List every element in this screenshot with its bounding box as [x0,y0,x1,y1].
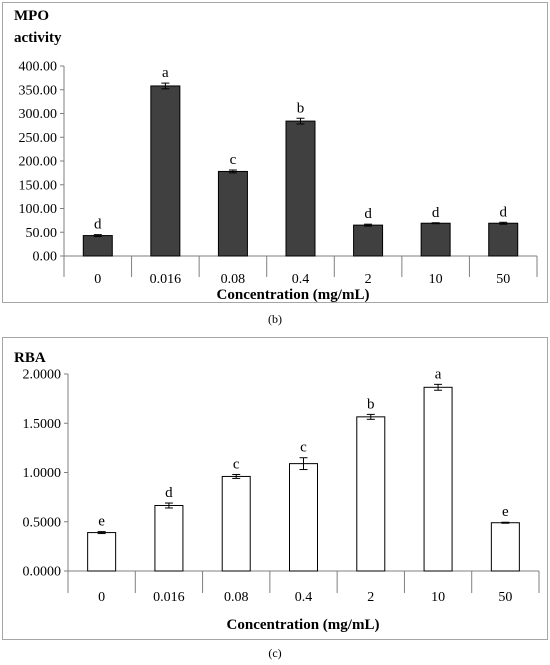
significance-letter: e [98,514,105,530]
x-tick-label: 0 [94,272,101,287]
y-tick-label: 1.0000 [23,466,62,481]
significance-letter: b [297,100,305,116]
x-tick-label: 50 [498,590,512,605]
significance-letter: a [162,65,169,81]
y-tick-label: 2.0000 [23,368,62,383]
x-tick-label: 10 [431,590,445,605]
significance-letter: d [165,485,173,501]
x-tick-label: 2 [365,272,372,287]
y-tick-label: 1.5000 [23,417,62,432]
significance-letter: d [432,205,440,221]
y-tick-label: 0.5000 [23,515,62,530]
bar [289,463,318,572]
bar [285,120,316,257]
chart-b-svg: MPOactivity0.0050.00100.00150.00200.0025… [14,8,538,303]
x-tick-label: 10 [429,272,443,287]
y-tick-label: 0.0000 [23,565,62,580]
x-tick-label: 0.016 [153,590,185,605]
y-tick-label: 400.00 [19,60,58,75]
significance-letter: c [230,152,237,168]
chart-c-svg: RBA 0.0000 0.5000 1.0000 1.5000 2.0000 e 0 d 0.01… [14,350,540,633]
y-tick-label: 300.00 [19,107,58,122]
caption-c: (c) [268,646,282,660]
bar [356,416,386,572]
x-tick-label: 2 [367,590,374,605]
x-axis-label: Concentration (mg/mL) [227,617,380,633]
y-tick-label: 350.00 [19,83,58,98]
x-tick-label: 50 [496,272,510,287]
y-tick-label: 150.00 [19,178,58,193]
y-tick-label: 0.00 [33,250,58,265]
x-tick-label: 0 [98,590,105,605]
significance-letter: c [300,440,307,456]
significance-letter: a [435,366,442,382]
caption-b: (b) [268,312,282,326]
y-axis-label: MPO [14,8,49,24]
y-axis-label: activity [14,30,62,46]
x-tick-label: 0.4 [295,590,313,605]
x-tick-label: 0.4 [292,272,310,287]
significance-letter: d [499,204,507,220]
bar [423,386,453,572]
significance-letter: d [364,206,372,222]
bar [490,522,520,572]
y-axis-label: RBA [14,350,46,366]
chart-panel-b: MPO activity 0.00 50.00 100.00 150.00 200.00 25… [2,2,548,303]
significance-letter: b [367,396,375,412]
bar [488,222,519,257]
bar [221,475,251,572]
x-axis-label: Concentration (mg/mL) [217,287,370,302]
y-tick-label: 250.00 [19,131,58,146]
bar [87,532,117,572]
y-tick-label: 100.00 [19,202,58,217]
y-tick-label: 50.00 [26,226,58,241]
bar [420,222,451,257]
bar [150,85,181,257]
significance-letter: e [502,504,509,520]
x-tick-label: 0.016 [150,272,182,287]
significance-letter: c [233,456,240,472]
chart-panel-c: RBA 0.0000 0.5000 1.0000 1.5000 2.0000 e 0 d 0.01… [2,337,548,640]
bar [82,235,113,257]
significance-letter: d [94,217,102,233]
y-tick-label: 200.00 [19,155,58,170]
bar [353,224,384,257]
x-tick-label: 0.08 [224,590,249,605]
bar [154,504,184,572]
x-tick-label: 0.08 [221,272,246,287]
bar [217,170,248,257]
